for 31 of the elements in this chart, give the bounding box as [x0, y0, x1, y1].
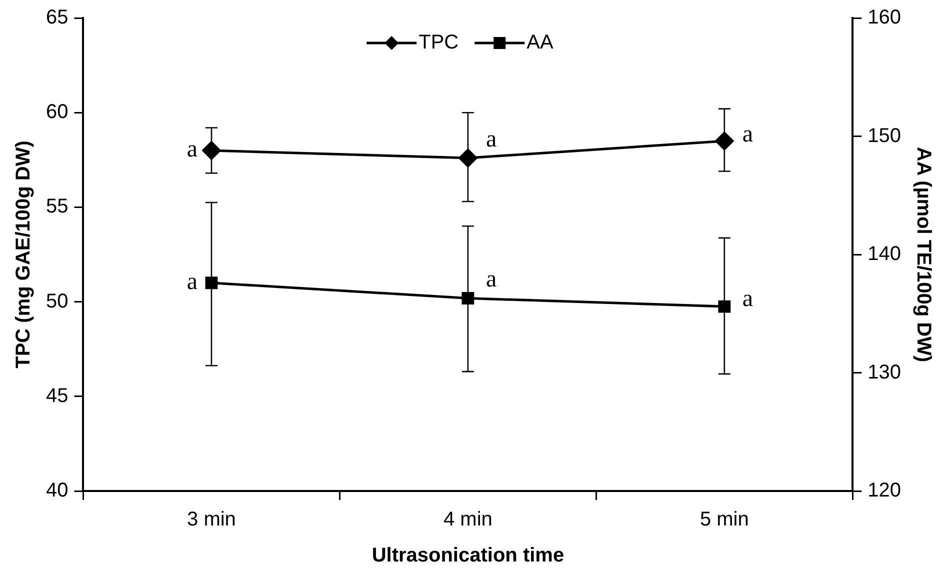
- y2-tick-label: 160: [868, 6, 902, 29]
- y-tick-label: 50: [46, 290, 68, 312]
- annotation: a: [186, 269, 198, 296]
- y-tick-label: 45: [46, 384, 68, 407]
- point: [458, 148, 478, 168]
- y2-tick-label: 140: [868, 243, 902, 266]
- legend-label: TPC: [418, 32, 459, 54]
- annotation: a: [486, 126, 497, 152]
- annotation: a: [486, 266, 497, 292]
- y-tick-label: 65: [46, 6, 68, 29]
- annotation: a: [186, 136, 198, 163]
- x-tick-label: 3 min: [187, 508, 236, 531]
- point: [202, 141, 221, 160]
- annotation: a: [742, 286, 754, 312]
- y-axis-title: TPC (mg GAE/100g DW): [12, 140, 35, 368]
- legend-label: AA: [526, 32, 554, 54]
- x-tick-label: 5 min: [700, 508, 749, 531]
- y-tick-label: 40: [46, 480, 68, 502]
- x-tick-label: 4 min: [443, 508, 492, 531]
- y-tick-label: 60: [46, 101, 68, 124]
- point: [205, 276, 218, 290]
- y2-tick-label: 150: [868, 124, 902, 147]
- point: [718, 300, 731, 313]
- point: [715, 132, 734, 150]
- x-axis-title: Ultrasonication time: [372, 544, 564, 567]
- y2-tick-label: 130: [868, 361, 902, 384]
- y2-axis-title: AA (µmol TE/100g DW): [912, 146, 934, 362]
- point: [462, 292, 474, 304]
- y-tick-label: 55: [46, 196, 68, 218]
- annotation: a: [742, 121, 754, 148]
- y2-tick-label: 120: [868, 480, 902, 502]
